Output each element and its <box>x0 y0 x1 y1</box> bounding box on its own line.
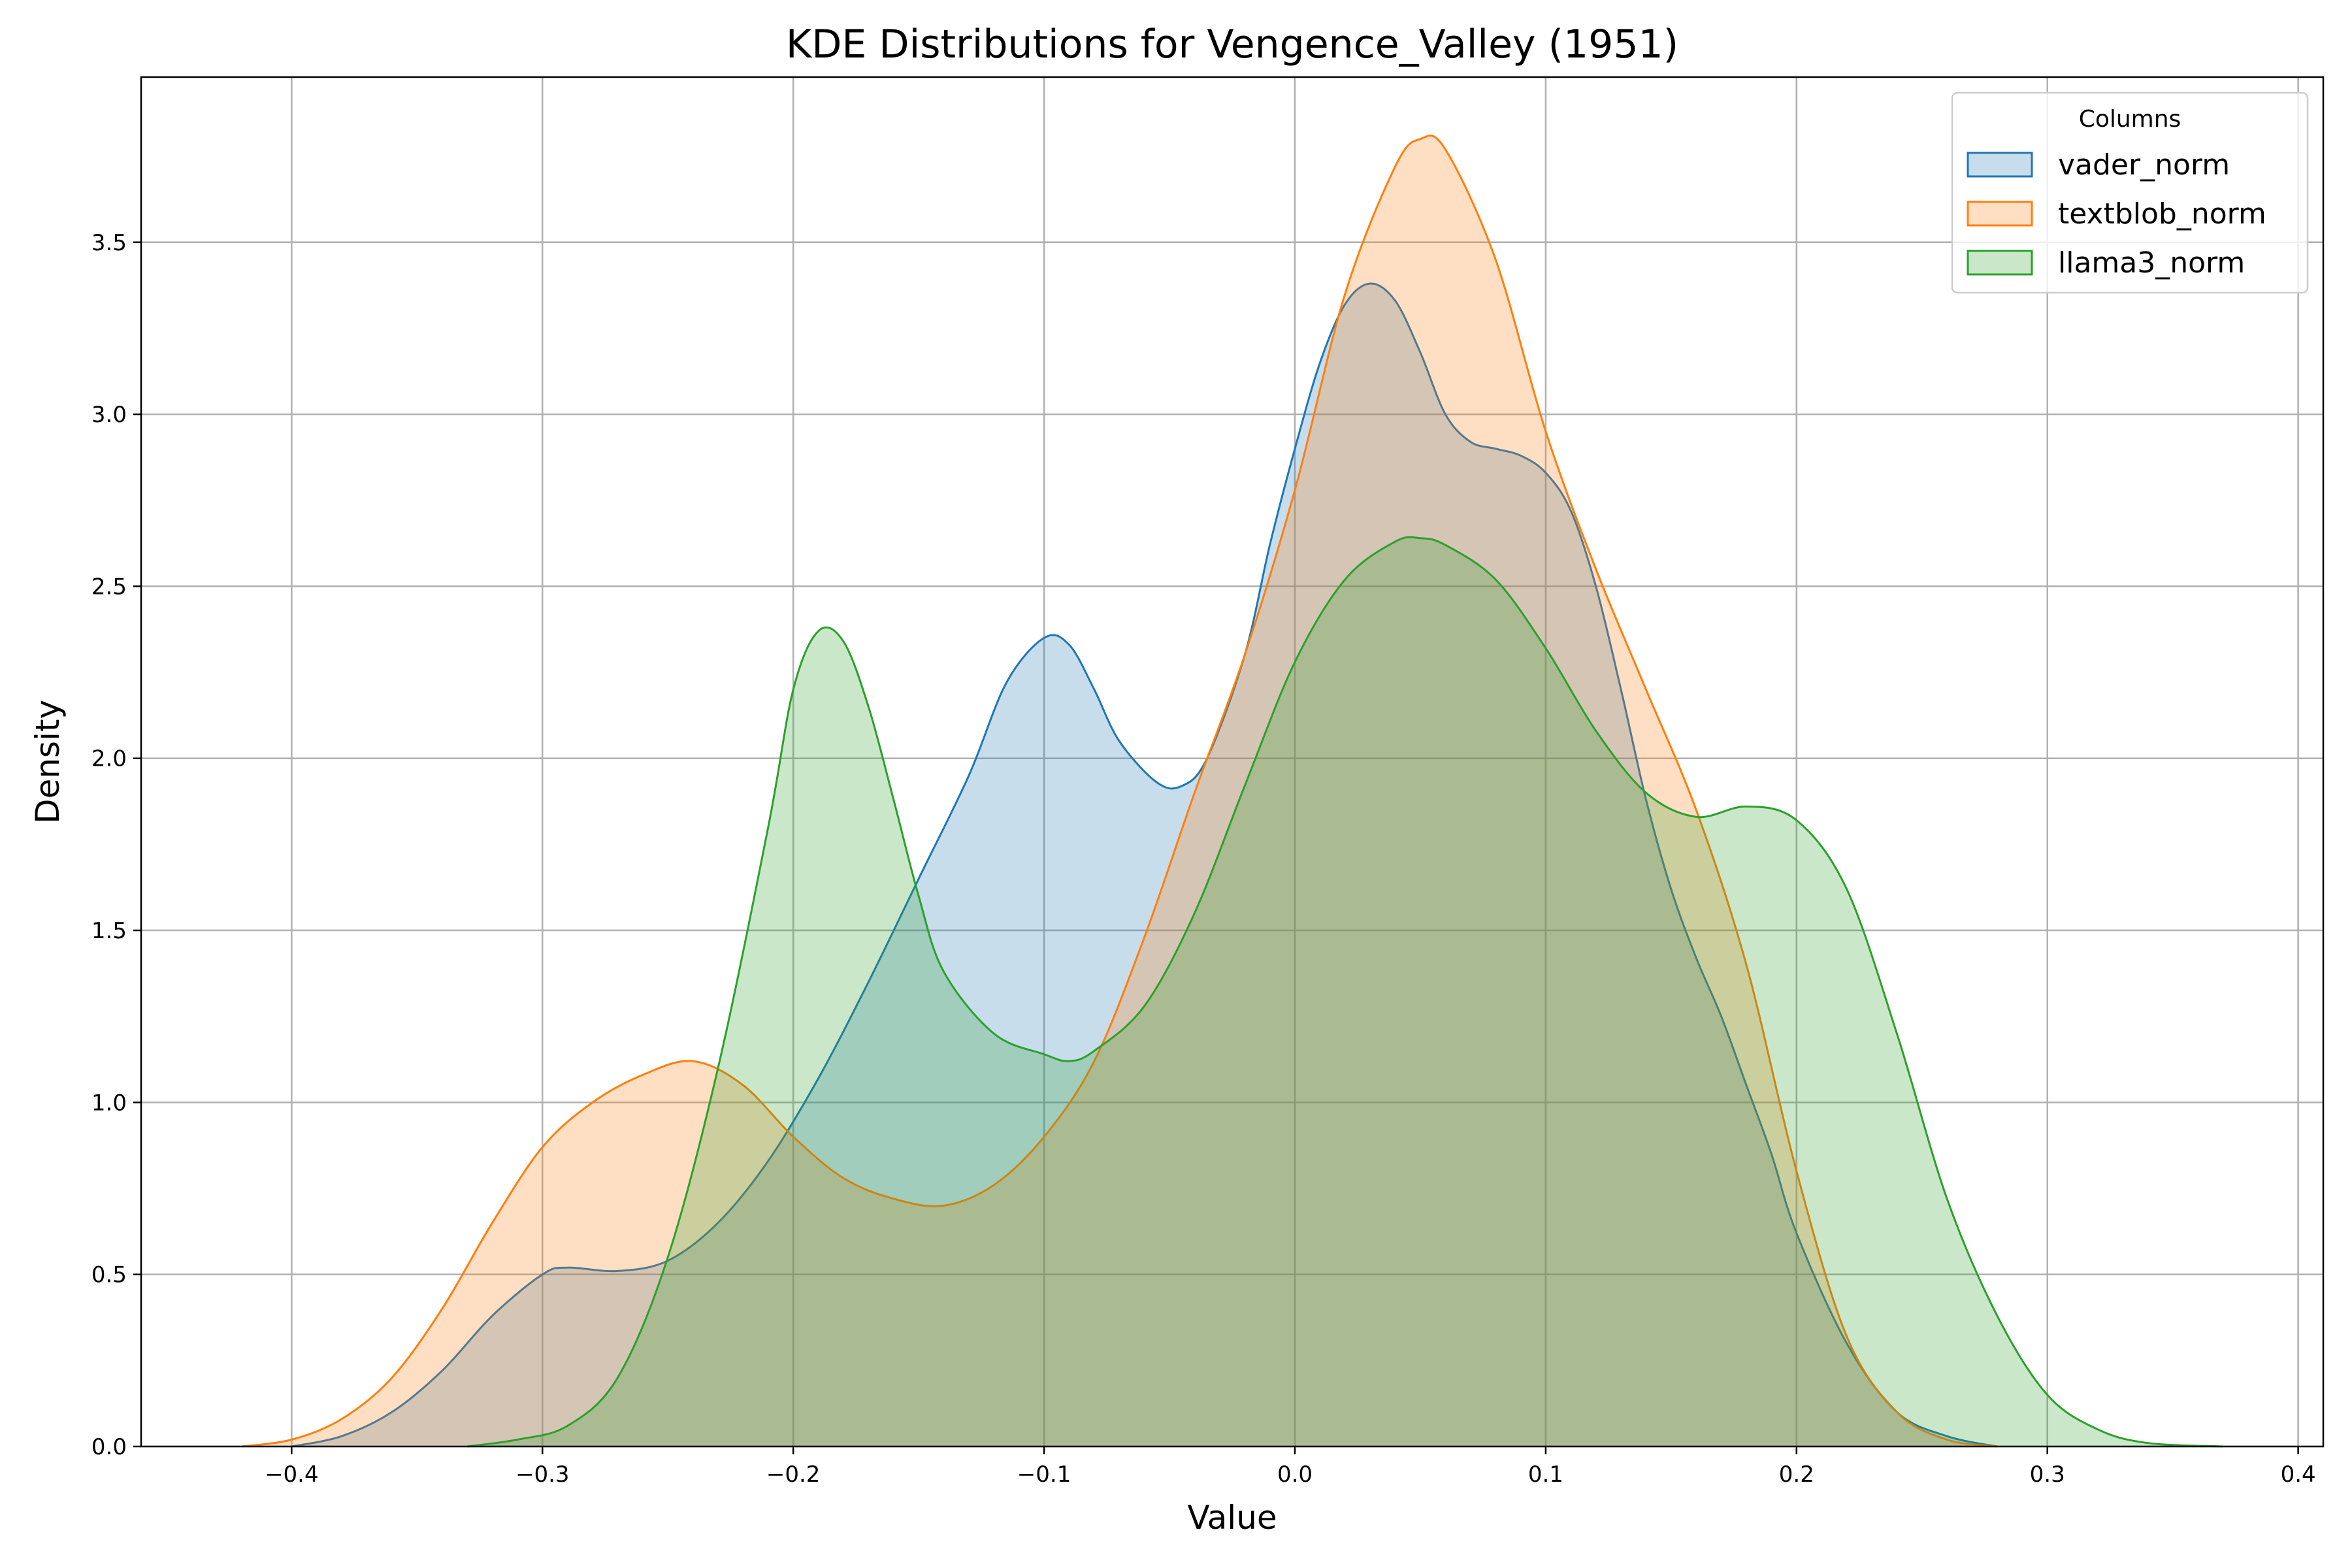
y-tick-label: 0.5 <box>91 1262 127 1288</box>
legend-label-llama3-norm: llama3_norm <box>2058 246 2245 280</box>
legend-entry-textblob-norm: textblob_norm <box>1967 197 2266 231</box>
axes-frame <box>140 76 2325 1448</box>
axis-ticks: −0.4 −0.3 −0.2 −0.1 0.0 0.1 0.2 0.3 0.4 0.0 0.5 1.0… <box>91 230 2316 1488</box>
legend-entry-vader-norm: vader_norm <box>1967 148 2230 182</box>
x-tick-label: 0.1 <box>1528 1462 1563 1488</box>
legend-swatch-llama3-norm <box>1967 250 2033 276</box>
chart-title: KDE Distributions for Vengence_Valley (1… <box>786 22 1678 67</box>
y-axis-label: Density <box>29 700 67 824</box>
x-axis-label: Value <box>1187 1499 1277 1537</box>
y-tick-label: 2.5 <box>91 574 127 600</box>
series-line-textblob-norm <box>241 135 1998 1448</box>
series-area-llama3-norm <box>467 537 2223 1446</box>
x-tick-label: −0.3 <box>515 1462 570 1488</box>
x-tick-label: 0.0 <box>1277 1462 1313 1488</box>
x-tick-label: −0.1 <box>1017 1462 1071 1488</box>
series-areas <box>241 135 2223 1448</box>
y-tick-label: 3.5 <box>91 230 127 256</box>
series-textblob-norm <box>241 135 1998 1448</box>
legend-label-textblob-norm: textblob_norm <box>2058 197 2266 231</box>
x-tick-label: −0.2 <box>766 1462 821 1488</box>
y-tick-label: 2.0 <box>91 746 127 772</box>
legend-entries: vader_norm textblob_norm llama3_norm <box>1967 148 2266 280</box>
legend-box <box>1951 91 2309 294</box>
x-tick-label: 0.2 <box>1779 1462 1814 1488</box>
series-line-vader-norm <box>291 282 1998 1448</box>
series-area-vader-norm <box>291 283 1997 1446</box>
y-tick-label: 0.0 <box>91 1434 127 1460</box>
y-tick-label: 1.0 <box>91 1090 127 1116</box>
legend: Columns vader_norm textblob_norm llama3_no… <box>1951 91 2309 294</box>
legend-swatch-vader-norm <box>1967 152 2033 178</box>
legend-label-vader-norm: vader_norm <box>2058 148 2230 182</box>
legend-title: Columns <box>2079 106 2181 133</box>
legend-swatch-textblob-norm <box>1967 201 2033 227</box>
series-vader-norm <box>291 282 1998 1448</box>
x-tick-label: −0.4 <box>265 1462 319 1488</box>
series-area-textblob-norm <box>241 135 1997 1446</box>
y-tick-label: 3.0 <box>91 402 127 428</box>
x-tick-label: 0.3 <box>2030 1462 2065 1488</box>
y-tick-label: 1.5 <box>91 918 127 944</box>
series-llama3-norm <box>466 536 2223 1448</box>
x-tick-label: 0.4 <box>2281 1462 2316 1488</box>
legend-entry-llama3-norm: llama3_norm <box>1967 246 2245 280</box>
series-line-llama3-norm <box>466 536 2223 1448</box>
